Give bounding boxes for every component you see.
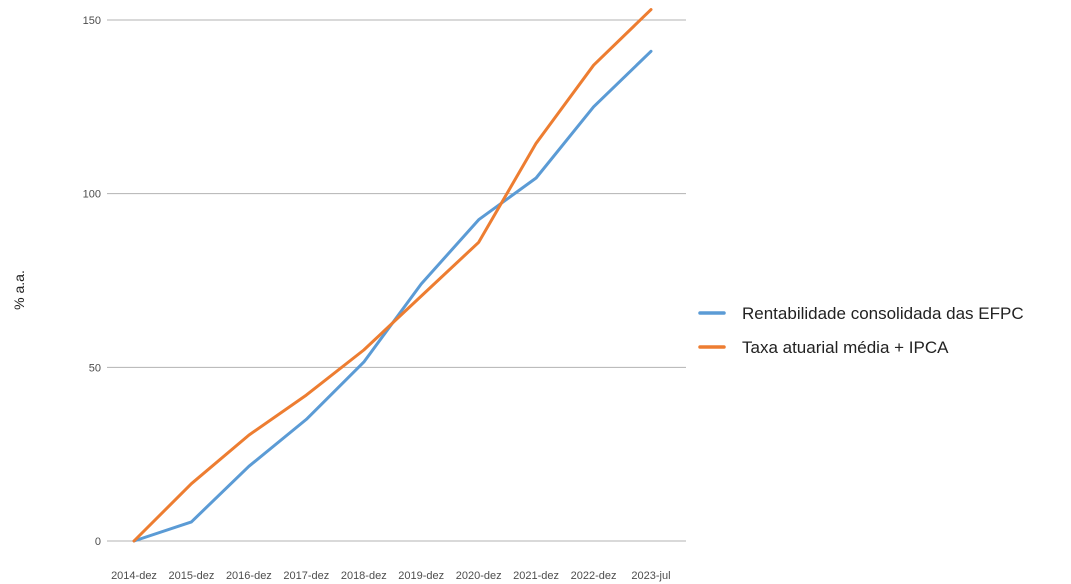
legend: Rentabilidade consolidada das EFPC Taxa a… [698,304,1024,357]
x-tick-label: 2014-dez [111,570,157,582]
x-tick-label: 2018-dez [341,570,387,582]
y-tick-label: 0 [95,536,101,548]
x-tick-labels: 2014-dez 2015-dez 2016-dez 2017-dez 2018-dez… [111,570,671,582]
series-lines [132,8,653,543]
x-tick-label: 2019-dez [398,570,444,582]
x-tick-label: 2020-dez [456,570,502,582]
legend-label: Taxa atuarial média + IPCA [742,338,949,357]
x-tick-label: 2021-dez [513,570,559,582]
x-tick-label: 2015-dez [169,570,215,582]
legend-label: Rentabilidade consolidada das EFPC [742,304,1024,323]
y-tick-labels: 0 50 100 150 [83,15,101,548]
y-axis-title: % a.a. [11,270,27,310]
y-tick-label: 50 [89,362,101,374]
series-line-1 [132,8,653,543]
x-tick-label: 2017-dez [283,570,329,582]
x-tick-label: 2023-jul [631,570,670,582]
x-tick-label: 2016-dez [226,570,272,582]
y-tick-label: 100 [83,189,101,201]
x-tick-label: 2022-dez [571,570,617,582]
gridlines [107,19,686,542]
y-tick-label: 150 [83,15,101,27]
